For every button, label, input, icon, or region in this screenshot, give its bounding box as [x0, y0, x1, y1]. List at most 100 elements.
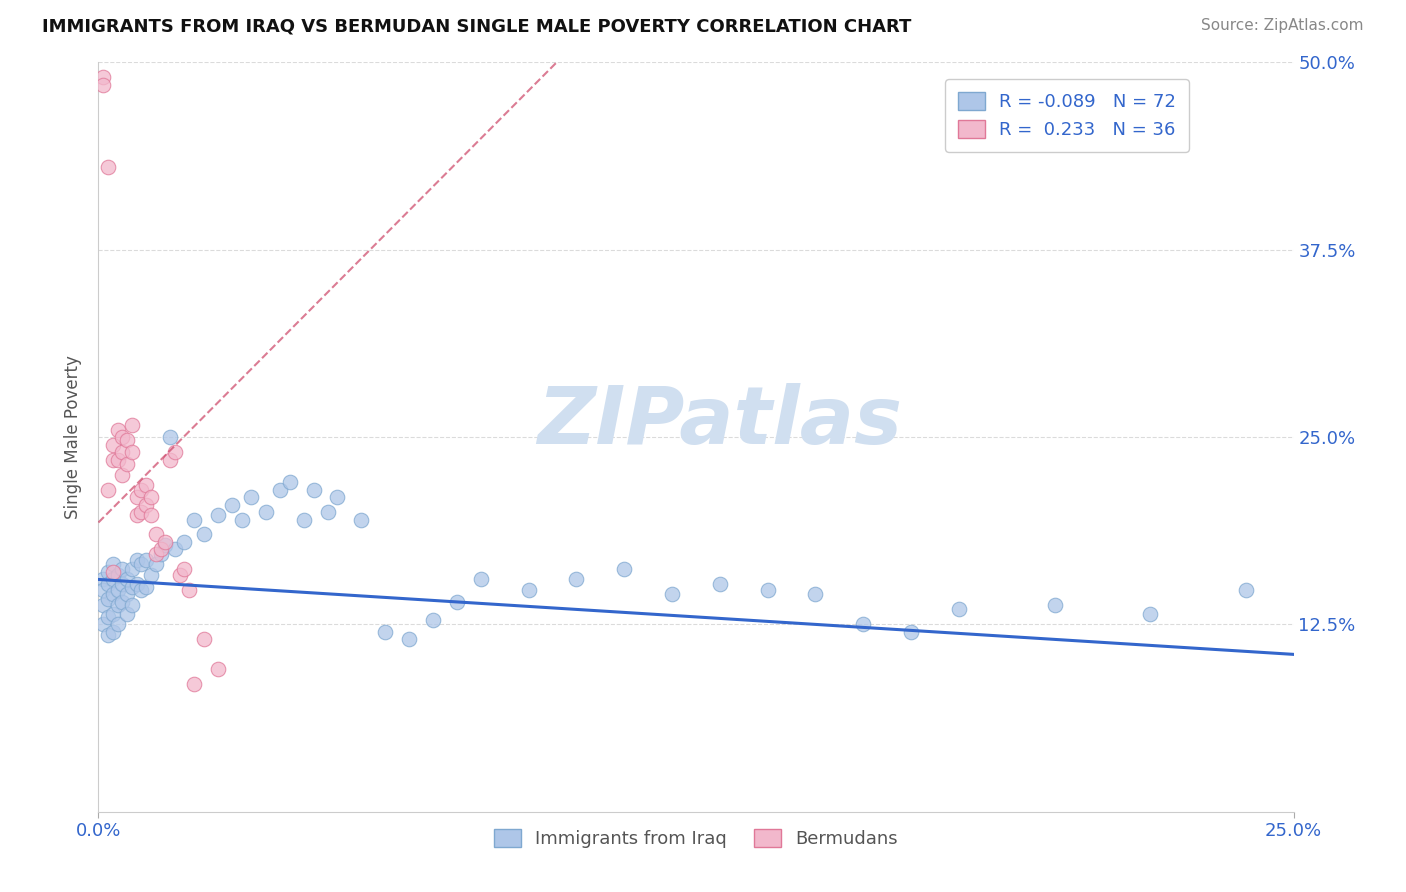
Point	[207, 508, 229, 522]
Point	[470, 573, 492, 587]
Point	[115, 573, 138, 587]
Point	[101, 565, 124, 579]
Point	[240, 490, 263, 504]
Point	[121, 598, 143, 612]
Point	[97, 628, 120, 642]
Point	[1139, 607, 1161, 621]
Point	[121, 418, 143, 433]
Point	[97, 577, 120, 591]
Point	[326, 490, 349, 504]
Point	[111, 577, 134, 591]
Point	[1043, 598, 1066, 612]
Point	[221, 498, 243, 512]
Point	[101, 558, 124, 572]
Point	[131, 582, 153, 597]
Point	[115, 607, 138, 621]
Point	[101, 607, 124, 621]
Point	[125, 508, 148, 522]
Text: IMMIGRANTS FROM IRAQ VS BERMUDAN SINGLE MALE POVERTY CORRELATION CHART: IMMIGRANTS FROM IRAQ VS BERMUDAN SINGLE …	[42, 18, 911, 36]
Point	[139, 508, 162, 522]
Point	[125, 553, 148, 567]
Point	[183, 512, 205, 526]
Point	[207, 662, 229, 676]
Point	[101, 587, 124, 601]
Point	[316, 505, 339, 519]
Point	[97, 483, 120, 497]
Point	[149, 542, 172, 557]
Point	[948, 602, 970, 616]
Point	[292, 512, 315, 526]
Point	[111, 562, 134, 576]
Point	[115, 433, 138, 447]
Point	[231, 512, 253, 526]
Point	[804, 587, 827, 601]
Point	[91, 70, 114, 85]
Point	[145, 527, 167, 541]
Point	[121, 562, 143, 576]
Point	[900, 624, 922, 639]
Point	[91, 617, 114, 632]
Point	[131, 483, 153, 497]
Point	[111, 467, 134, 482]
Point	[278, 475, 301, 489]
Point	[111, 430, 134, 444]
Point	[91, 598, 114, 612]
Point	[121, 445, 143, 459]
Point	[111, 595, 134, 609]
Point	[193, 632, 215, 647]
Point	[179, 582, 201, 597]
Point	[159, 430, 181, 444]
Point	[135, 478, 157, 492]
Point	[173, 562, 195, 576]
Point	[107, 617, 129, 632]
Point	[159, 452, 181, 467]
Text: ZIPatlas: ZIPatlas	[537, 383, 903, 461]
Point	[446, 595, 468, 609]
Point	[107, 423, 129, 437]
Point	[115, 587, 138, 601]
Point	[145, 547, 167, 561]
Point	[193, 527, 215, 541]
Point	[107, 452, 129, 467]
Point	[254, 505, 277, 519]
Point	[852, 617, 875, 632]
Point	[131, 558, 153, 572]
Point	[111, 445, 134, 459]
Point	[756, 582, 779, 597]
Point	[1234, 582, 1257, 597]
Point	[173, 535, 195, 549]
Point	[269, 483, 291, 497]
Point	[398, 632, 420, 647]
Point	[91, 78, 114, 92]
Point	[97, 591, 120, 606]
Point	[374, 624, 396, 639]
Point	[422, 613, 444, 627]
Point	[139, 490, 162, 504]
Y-axis label: Single Male Poverty: Single Male Poverty	[65, 355, 83, 519]
Point	[135, 580, 157, 594]
Point	[97, 610, 120, 624]
Point	[107, 582, 129, 597]
Point	[91, 582, 114, 597]
Point	[155, 538, 177, 552]
Point	[97, 161, 120, 175]
Point	[107, 598, 129, 612]
Point	[101, 573, 124, 587]
Point	[149, 547, 172, 561]
Point	[517, 582, 540, 597]
Point	[101, 452, 124, 467]
Point	[613, 562, 636, 576]
Point	[183, 677, 205, 691]
Point	[131, 505, 153, 519]
Point	[155, 535, 177, 549]
Point	[139, 568, 162, 582]
Point	[709, 577, 731, 591]
Text: Source: ZipAtlas.com: Source: ZipAtlas.com	[1201, 18, 1364, 33]
Point	[107, 568, 129, 582]
Legend: Immigrants from Iraq, Bermudans: Immigrants from Iraq, Bermudans	[486, 822, 905, 855]
Point	[163, 542, 186, 557]
Point	[101, 437, 124, 451]
Point	[125, 490, 148, 504]
Point	[661, 587, 683, 601]
Point	[145, 558, 167, 572]
